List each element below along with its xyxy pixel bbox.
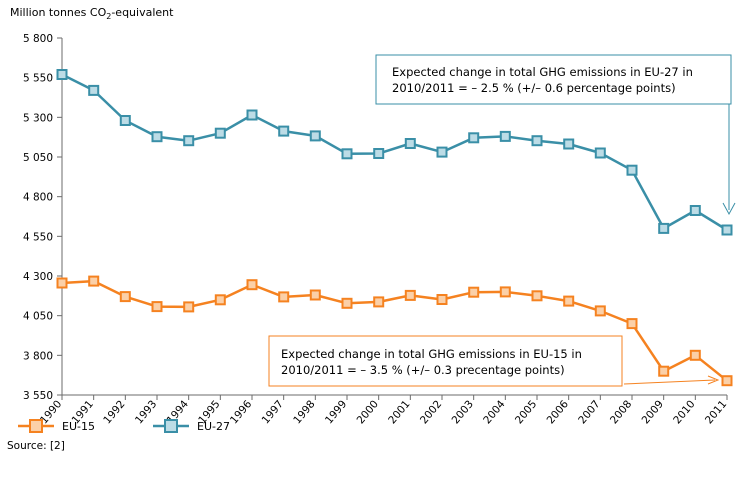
y-tick-label: 3 550: [23, 390, 53, 402]
x-tick-label: 1997: [260, 398, 286, 426]
data-point-eu15: [404, 289, 416, 301]
y-axis-title: Million tonnes CO2-equivalent: [10, 6, 174, 21]
data-point-eu15: [658, 365, 670, 377]
data-point-eu27: [658, 222, 670, 234]
data-point-eu15: [626, 318, 638, 330]
data-point-eu15: [183, 301, 195, 313]
data-point-eu27: [341, 148, 353, 160]
data-point-eu27: [721, 224, 733, 236]
data-point-eu27: [151, 131, 163, 143]
legend-item-eu15: EU-15: [18, 419, 95, 433]
source-note: Source: [2]: [7, 440, 65, 452]
x-tick-label: 2011: [703, 398, 729, 426]
data-point-eu27: [594, 147, 606, 159]
data-point-eu27: [246, 109, 258, 121]
data-point-eu15: [468, 286, 480, 298]
x-tick-label: 2002: [418, 398, 444, 426]
eu27-annotation-box: [375, 54, 732, 105]
series-layer: [56, 69, 733, 387]
series-line-eu15: [61, 279, 728, 382]
y-tick-label: 4 800: [23, 192, 53, 204]
eu15-annotation-box: [268, 335, 623, 387]
x-tick-label: 2007: [576, 398, 602, 426]
data-point-eu15: [721, 375, 733, 387]
eu15-annotation-line1: Expected change in total GHG emissions i…: [281, 347, 582, 361]
eu27-annotation-line1: Expected change in total GHG emissions i…: [392, 65, 693, 79]
data-point-eu15: [119, 291, 131, 303]
data-point-eu15: [278, 291, 290, 303]
data-point-eu27: [689, 205, 701, 216]
data-point-eu15: [309, 289, 321, 301]
eu15-annotation: Expected change in total GHG emissions i…: [268, 335, 720, 387]
legend-marker-eu15: [29, 419, 43, 433]
y-tick-label: 4 050: [23, 311, 53, 323]
data-point-eu27: [278, 125, 290, 137]
data-point-eu27: [626, 164, 638, 176]
y-tick-label: 5 300: [23, 112, 53, 124]
x-tick-label: 1992: [101, 398, 127, 426]
x-tick-label: 2001: [386, 398, 412, 426]
x-tick-label: 2006: [545, 398, 572, 426]
eu27-annotation-line2: 2010/2011 = – 2.5 % (+/– 0.6 percentage …: [392, 81, 676, 95]
y-tick-label: 4 550: [23, 231, 53, 243]
x-tick-label: 2010: [671, 398, 697, 426]
data-point-eu27: [119, 115, 131, 126]
data-point-eu15: [151, 301, 163, 313]
y-tick-label: 5 800: [23, 33, 53, 45]
series-line-eu27: [61, 73, 728, 232]
x-tick-label: 1999: [323, 398, 349, 426]
legend-marker-eu27: [164, 419, 178, 433]
x-tick-label: 2005: [513, 398, 539, 426]
x-tick-label: 2009: [640, 398, 666, 426]
data-point-eu15: [373, 296, 385, 308]
eu15-arrow-head: [707, 375, 720, 385]
eu15-annotation-arrow: [623, 379, 716, 385]
x-tick-label: 1998: [291, 398, 317, 426]
data-point-eu27: [499, 130, 511, 142]
y-tick-label: 5 550: [23, 73, 53, 85]
data-point-eu15: [88, 275, 100, 287]
y-tick-label: 5 050: [23, 152, 53, 164]
data-point-eu15: [56, 277, 68, 289]
data-point-eu15: [214, 294, 226, 306]
data-point-eu27: [183, 135, 195, 147]
data-point-eu27: [56, 69, 68, 80]
x-tick-label: 1993: [133, 398, 159, 426]
legend: EU-15 EU-27: [18, 419, 230, 433]
x-tick-label: 2000: [355, 398, 381, 426]
data-point-eu27: [436, 146, 448, 158]
data-point-eu15: [436, 294, 448, 305]
data-point-eu27: [88, 84, 100, 96]
data-point-eu15: [531, 290, 543, 302]
legend-label-eu27: EU-27: [197, 420, 230, 433]
data-point-eu15: [499, 286, 511, 298]
x-tick-label: 2004: [481, 398, 508, 426]
data-point-eu15: [246, 279, 258, 291]
x-tick-label: 1996: [228, 398, 255, 426]
data-point-eu27: [214, 127, 226, 139]
data-point-eu15: [341, 297, 353, 309]
data-point-eu15: [563, 295, 575, 307]
data-point-eu27: [309, 130, 321, 142]
eu27-annotation: Expected change in total GHG emissions i…: [375, 54, 736, 216]
y-tick-label: 3 800: [23, 350, 53, 362]
data-point-eu15: [689, 349, 701, 361]
eu27-arrow-head: [722, 202, 736, 216]
data-point-eu27: [404, 138, 416, 149]
y-tick-label: 4 300: [23, 271, 53, 283]
data-point-eu15: [594, 305, 606, 317]
legend-item-eu27: EU-27: [153, 419, 230, 433]
x-tick-label: 2008: [608, 398, 634, 426]
data-point-eu27: [531, 135, 543, 147]
eu15-annotation-line2: 2010/2011 = – 3.5 % (+/– 0.3 precentage …: [281, 363, 565, 377]
data-point-eu27: [468, 132, 480, 144]
x-tick-label: 2003: [450, 398, 476, 426]
legend-label-eu15: EU-15: [62, 420, 95, 433]
data-point-eu27: [563, 138, 575, 150]
data-point-eu27: [373, 148, 385, 159]
